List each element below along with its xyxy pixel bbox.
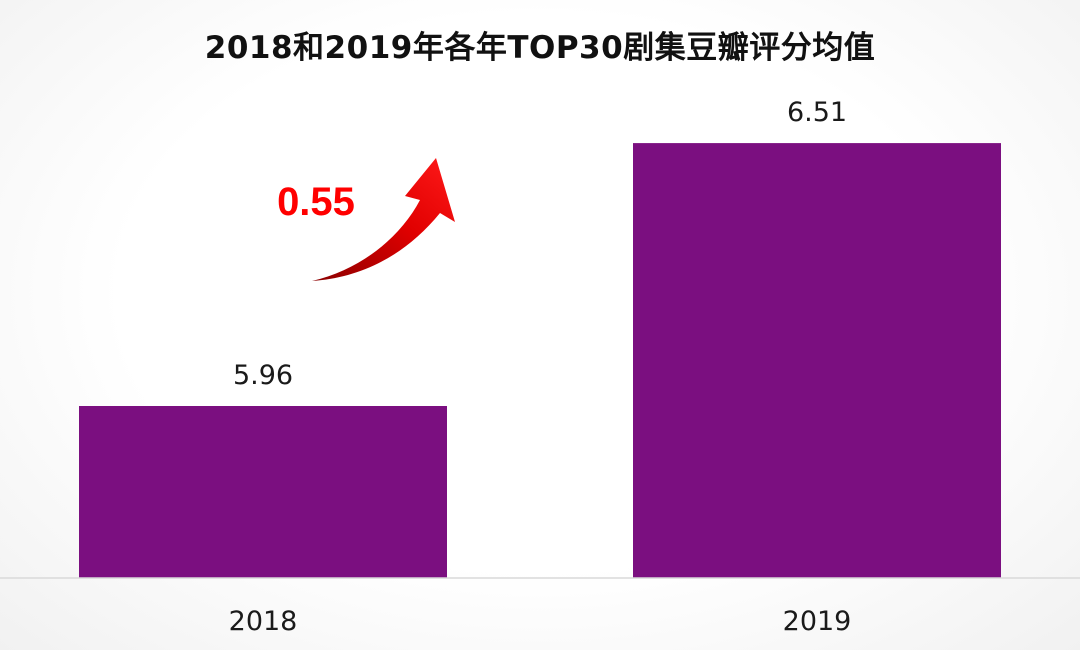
data-label-2018: 5.96 xyxy=(233,360,293,391)
bar-2018 xyxy=(79,406,447,578)
bars-layer xyxy=(79,143,1001,578)
change-annotation: 0.55 xyxy=(277,158,455,281)
bar-2019 xyxy=(633,143,1001,578)
x-tick-label-2019: 2019 xyxy=(783,606,852,637)
chart-title: 2018和2019年各年TOP30剧集豆瓣评分均值 xyxy=(204,30,876,66)
curved-up-arrow-icon xyxy=(312,158,455,281)
labels-layer: 5.96 2018 6.51 2019 xyxy=(229,97,852,637)
data-label-2019: 6.51 xyxy=(787,97,847,128)
x-tick-label-2018: 2018 xyxy=(229,606,298,637)
change-value-label: 0.55 xyxy=(277,180,355,224)
